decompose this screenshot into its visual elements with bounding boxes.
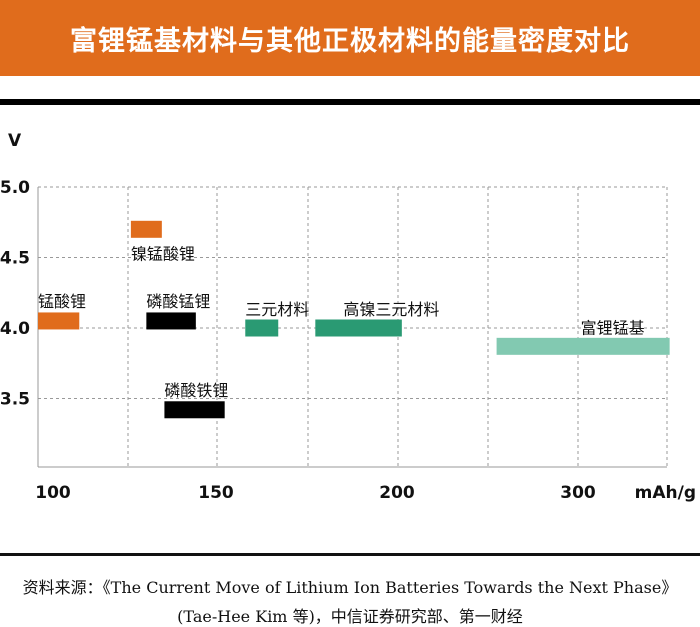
bar	[146, 312, 196, 330]
x-tick-label: 150	[198, 483, 234, 503]
source-line-1: 资料来源：《The Current Move of Lithium Ion Ba…	[22, 578, 678, 597]
chart: 5.0 4.5 4.0 3.5 V 100 150 200 300 mAh/g 锰酸锂 镍锰酸锂磷酸锰…	[0, 131, 696, 503]
y-axis-label: V	[8, 131, 22, 151]
bar-label: 锰酸锂	[38, 292, 86, 311]
y-tick-label: 4.5	[0, 249, 30, 269]
x-axis-label: mAh/g	[635, 483, 696, 503]
bar-label: 三元材料	[245, 300, 309, 319]
bar	[38, 312, 80, 330]
bottom-divider	[0, 553, 700, 556]
bar-label: 富锂锰基	[581, 318, 645, 337]
bar	[315, 319, 402, 337]
bar-label: 磷酸锰锂	[146, 292, 210, 311]
bar-label: 高镍三元材料	[343, 300, 439, 319]
x-tick-label: 100	[35, 483, 71, 503]
bar-label: 磷酸铁锂	[164, 381, 228, 400]
header-banner: 富锂锰基材料与其他正极材料的能量密度对比	[0, 0, 700, 76]
x-tick-label: 200	[379, 483, 415, 503]
y-tick-label: 4.0	[0, 319, 30, 339]
bar	[130, 220, 162, 238]
bar	[245, 319, 279, 337]
y-tick-label: 5.0	[0, 178, 30, 198]
bar	[164, 401, 225, 419]
page-title: 富锂锰基材料与其他正极材料的能量密度对比	[70, 25, 630, 57]
top-divider	[0, 99, 700, 105]
source-line-2: (Tae-Hee Kim 等)，中信证券研究部、第一财经	[177, 607, 523, 626]
bar-label: 镍锰酸锂	[131, 244, 195, 263]
y-tick-label: 3.5	[0, 390, 30, 410]
x-tick-label: 300	[560, 483, 596, 503]
bar	[496, 337, 670, 355]
